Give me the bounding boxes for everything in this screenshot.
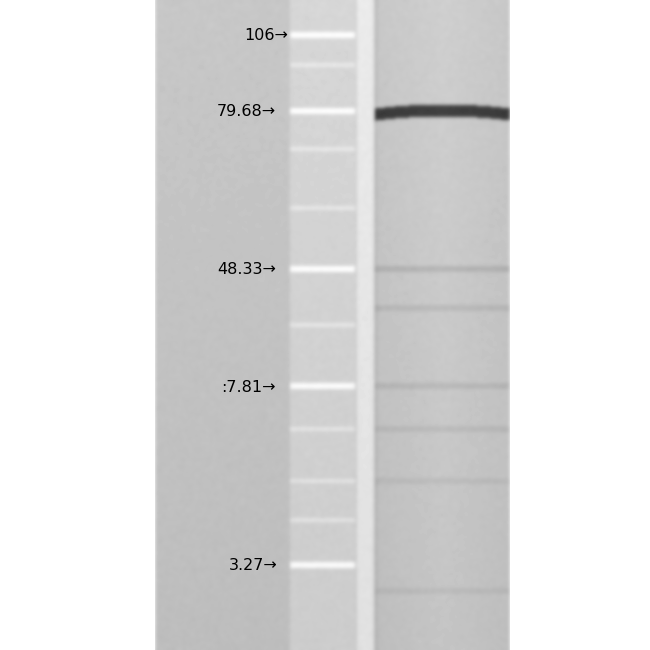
Text: 48.33→: 48.33→ [217,263,276,278]
Text: :7.81→: :7.81→ [222,380,276,395]
Text: 106→: 106→ [244,29,288,44]
Text: 3.27→: 3.27→ [229,558,278,573]
Text: 79.68→: 79.68→ [217,105,276,120]
